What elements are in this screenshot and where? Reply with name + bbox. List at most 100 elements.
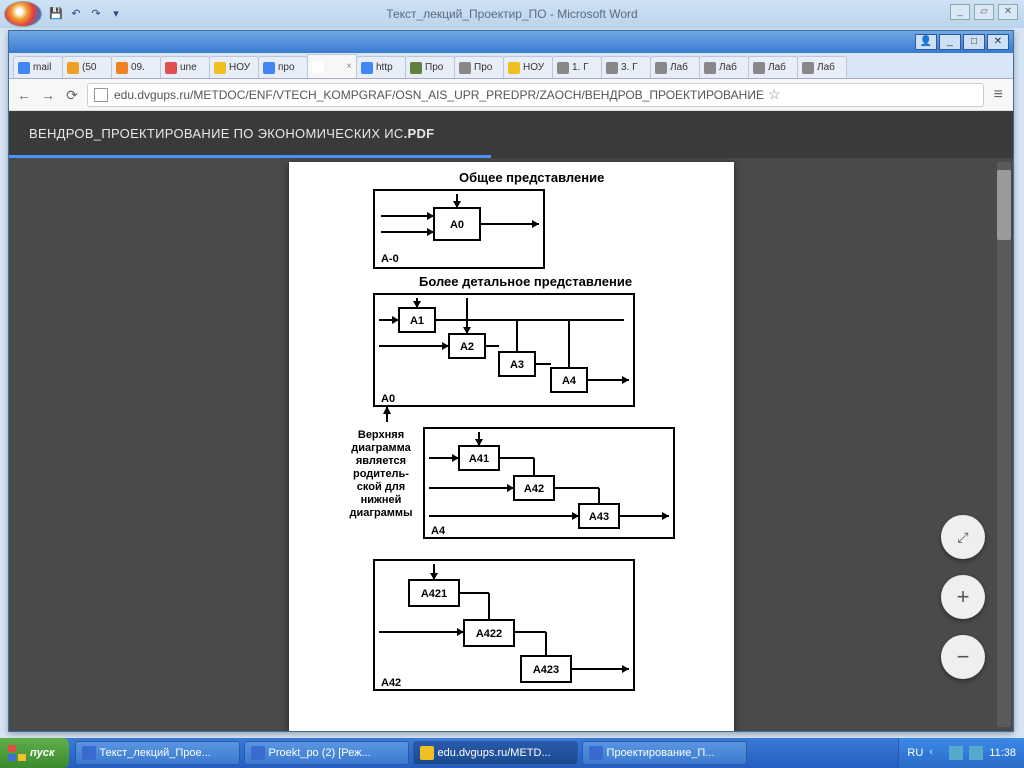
back-button[interactable]: ← [15, 86, 33, 104]
svg-text:диаграмма: диаграмма [351, 442, 411, 454]
tab-label: mail [33, 62, 51, 73]
redo-icon[interactable]: ↷ [88, 6, 104, 22]
zoom-out-button[interactable]: − [941, 635, 985, 679]
reload-button[interactable]: ⟳ [63, 86, 81, 104]
chrome-maximize-button[interactable]: □ [963, 34, 985, 50]
tray-chevron-icon[interactable]: ‹ [929, 746, 943, 760]
favicon [312, 61, 324, 73]
favicon [508, 62, 520, 74]
word-window-title: Текст_лекций_Проектир_ПО - Microsoft Wor… [386, 7, 637, 21]
svg-text:A1: A1 [410, 315, 424, 327]
start-label: пуск [30, 747, 55, 759]
task-icon [589, 746, 603, 760]
browser-tab[interactable]: 3. Г [601, 56, 651, 78]
tab-label: про [278, 62, 295, 73]
url-text: edu.dvgups.ru/METDOC/ENF/VTECH_KOMPGRAF/… [114, 88, 764, 102]
browser-tab[interactable]: Про [454, 56, 504, 78]
scrollbar-track[interactable] [997, 162, 1011, 727]
tab-label: Лаб [719, 62, 737, 73]
system-tray: RU ‹ 11:38 [898, 738, 1024, 768]
favicon [116, 62, 128, 74]
tab-close-icon[interactable]: × [344, 61, 352, 72]
svg-text:A421: A421 [421, 588, 447, 600]
browser-tab[interactable]: (50 [62, 56, 112, 78]
start-button[interactable]: пуск [0, 738, 69, 768]
address-bar[interactable]: edu.dvgups.ru/METDOC/ENF/VTECH_KOMPGRAF/… [87, 83, 984, 107]
browser-tab[interactable]: Лаб [650, 56, 700, 78]
scrollbar-thumb[interactable] [997, 170, 1011, 240]
svg-text:Общее представление: Общее представление [459, 170, 604, 185]
maximize-button[interactable]: ▱ [974, 4, 994, 20]
tray-volume-icon[interactable] [969, 746, 983, 760]
favicon [361, 62, 373, 74]
svg-text:A42: A42 [381, 677, 401, 689]
browser-tab[interactable]: http [356, 56, 406, 78]
save-icon[interactable]: 💾 [48, 6, 64, 22]
browser-tab[interactable]: une [160, 56, 210, 78]
tab-label: http [376, 62, 393, 73]
page-icon [94, 88, 108, 102]
browser-tab[interactable]: Про [405, 56, 455, 78]
task-icon [82, 746, 96, 760]
browser-tab[interactable]: НОУ [503, 56, 553, 78]
favicon [410, 62, 422, 74]
favicon [802, 62, 814, 74]
browser-tab[interactable]: Лаб [748, 56, 798, 78]
word-titlebar: 💾 ↶ ↷ ▾ Текст_лекций_Проектир_ПО - Micro… [0, 0, 1024, 28]
svg-text:A422: A422 [476, 628, 502, 640]
windows-flag-icon [8, 745, 26, 761]
pdf-page: Общее представлениеA0A-0Более детальное … [289, 162, 734, 731]
language-indicator[interactable]: RU [907, 747, 923, 759]
close-button[interactable]: ✕ [998, 4, 1018, 20]
clock[interactable]: 11:38 [989, 747, 1016, 759]
chrome-minimize-button[interactable]: _ [939, 34, 961, 50]
tab-label: Про [425, 62, 443, 73]
forward-button[interactable]: → [39, 86, 57, 104]
browser-tab[interactable]: × [307, 54, 357, 78]
office-button[interactable] [4, 1, 42, 27]
undo-icon[interactable]: ↶ [68, 6, 84, 22]
browser-tab[interactable]: 1. Г [552, 56, 602, 78]
browser-tab[interactable]: про [258, 56, 308, 78]
favicon [655, 62, 667, 74]
minimize-button[interactable]: _ [950, 4, 970, 20]
bookmark-icon[interactable]: ☆ [768, 86, 781, 103]
taskbar-item[interactable]: edu.dvgups.ru/METD... [413, 741, 578, 765]
tray-network-icon[interactable] [949, 746, 963, 760]
pdf-ext: .PDF [404, 126, 435, 141]
browser-tab[interactable]: 09. [111, 56, 161, 78]
browser-tab[interactable]: mail [13, 56, 63, 78]
zoom-in-button[interactable]: + [941, 575, 985, 619]
user-icon[interactable]: 👤 [915, 34, 937, 50]
svg-text:диаграммы: диаграммы [350, 507, 413, 519]
quick-access-toolbar: 💾 ↶ ↷ ▾ [48, 6, 124, 22]
tab-label: Лаб [670, 62, 688, 73]
browser-tab[interactable]: Лаб [797, 56, 847, 78]
svg-text:A2: A2 [460, 341, 474, 353]
taskbar-item[interactable]: Текст_лекций_Прое... [75, 741, 240, 765]
svg-text:A43: A43 [589, 511, 609, 523]
svg-text:A423: A423 [533, 664, 559, 676]
chrome-window: 👤 _ □ ✕ mail(5009.uneНОУпро×httpПроПроНО… [8, 30, 1014, 732]
word-window-controls: _ ▱ ✕ [950, 4, 1018, 20]
svg-text:Верхняя: Верхняя [358, 429, 404, 441]
favicon [263, 62, 275, 74]
chrome-menu-button[interactable]: ≡ [990, 86, 1007, 104]
taskbar-item[interactable]: Проектирование_П... [582, 741, 747, 765]
favicon [67, 62, 79, 74]
fit-page-button[interactable]: ⤢ [941, 515, 985, 559]
task-label: edu.dvgups.ru/METD... [438, 747, 551, 759]
favicon [606, 62, 618, 74]
chrome-close-button[interactable]: ✕ [987, 34, 1009, 50]
qat-menu-icon[interactable]: ▾ [108, 6, 124, 22]
task-label: Proekt_po (2) [Реж... [269, 747, 371, 759]
tab-label: НОУ [523, 62, 544, 73]
pdf-viewer: Общее представлениеA0A-0Более детальное … [9, 158, 1013, 731]
browser-tab[interactable]: Лаб [699, 56, 749, 78]
tab-label: 09. [131, 62, 145, 73]
taskbar-item[interactable]: Proekt_po (2) [Реж... [244, 741, 409, 765]
svg-text:A0: A0 [381, 393, 395, 405]
svg-text:A4: A4 [562, 375, 577, 387]
svg-text:Более детальное представление: Более детальное представление [419, 274, 632, 289]
browser-tab[interactable]: НОУ [209, 56, 259, 78]
